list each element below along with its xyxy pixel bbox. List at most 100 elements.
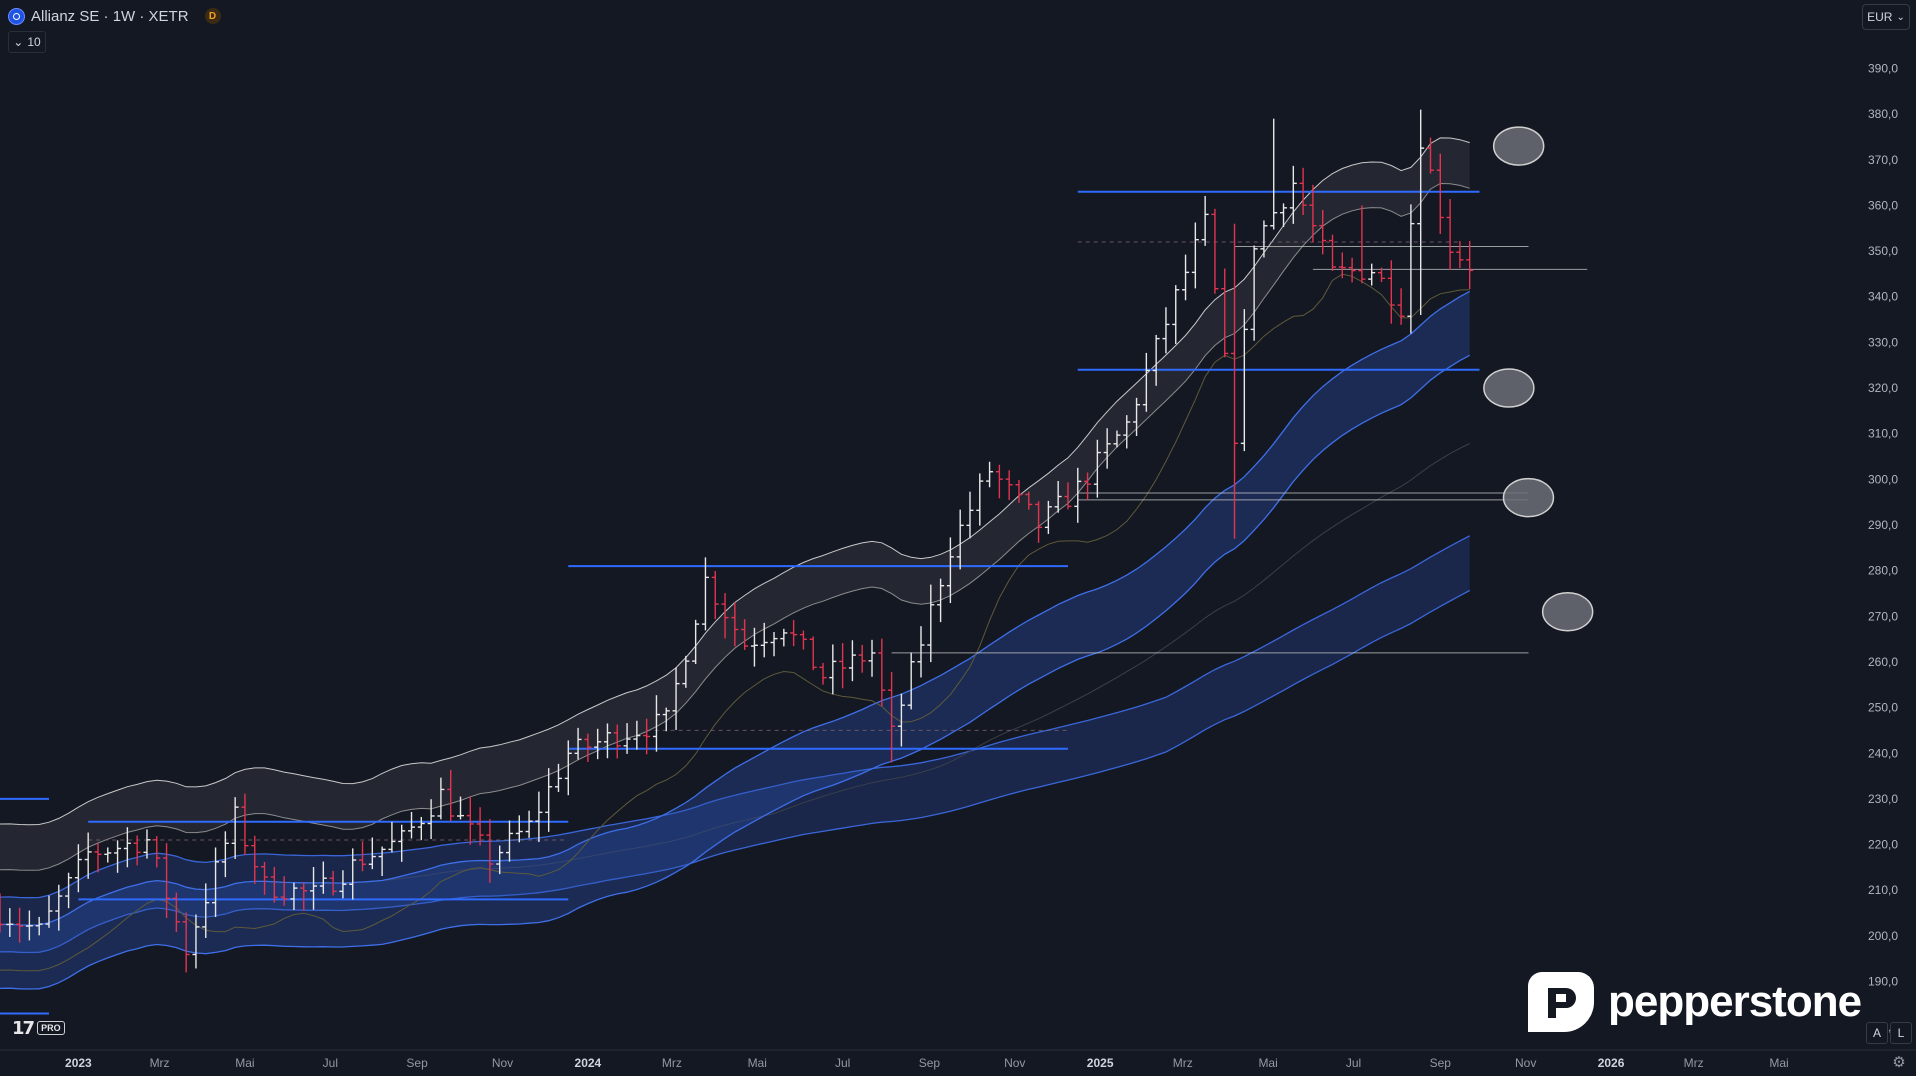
ohlc-bar [1446,199,1454,270]
ohlc-bar [476,807,484,846]
time-axis[interactable]: 2023 Mrz Mai Jul Sep Nov 2024 Mrz Mai Jul Sep Nov 20… [0,1049,1916,1070]
ohlc-bar [1133,397,1141,437]
time-tick-label: Mrz [150,1056,170,1070]
ohlc-bar [437,777,445,820]
ohlc-bar [496,845,504,875]
ohlc-bar [995,464,1003,499]
ohlc-bar [1191,222,1199,289]
ohlc-bar [662,707,670,732]
ohlc-bar [1319,209,1327,255]
ohlc-bar [966,491,974,539]
ohlc-bar [1142,352,1150,412]
ohlc-bar [1123,415,1131,449]
ohlc-bar [839,643,847,689]
target-marker[interactable] [1502,477,1555,518]
ohlc-bar [1162,307,1170,354]
ohlc-bar [574,727,582,760]
target-marker[interactable] [1483,368,1535,408]
ohlc-bar [378,846,386,876]
ohlc-bar [202,883,210,939]
mid-term-band-lower [0,354,1471,990]
ohlc-bar [1044,500,1052,534]
ohlc-bar [192,914,200,969]
indicators-toggle-button[interactable]: ⌄ 10 [8,31,46,53]
ohlc-bar [1378,267,1385,283]
ohlc-bar [1182,254,1190,301]
price-tick-label: 280,0 [1868,564,1898,578]
ohlc-bar [290,882,298,911]
currency-label: EUR [1867,10,1893,24]
ohlc-bar [564,740,572,796]
ohlc-bar [339,870,347,899]
target-marker[interactable] [1541,591,1594,632]
tv-icon: 17 [12,1017,35,1039]
symbol-title[interactable]: Allianz SE · 1W · XETR [31,7,189,25]
ohlc-bar [731,602,739,647]
ohlc-bar [1015,479,1023,503]
ohlc-bar [1260,220,1268,258]
ohlc-bar [466,797,474,845]
ohlc-bar [1240,309,1248,452]
ohlc-bar [907,652,915,710]
price-tick-label: 260,0 [1868,655,1898,669]
ohlc-bar [937,578,945,623]
plot-area[interactable] [0,109,1594,1015]
ohlc-bar [741,619,749,650]
ohlc-bar [1407,204,1415,334]
symbol-header[interactable]: Allianz SE · 1W · XETR D [8,6,221,26]
ohlc-bar [946,537,954,604]
gear-icon[interactable]: ⚙ [1892,1054,1906,1071]
price-tick-label: 380,0 [1868,107,1898,121]
auto-scale-button[interactable]: A [1866,1022,1888,1044]
ohlc-bar [1289,165,1297,224]
ohlc-bar [790,620,798,647]
ohlc-bar [829,644,837,695]
ohlc-bar [1270,118,1278,230]
ohlc-bar [760,622,768,658]
ohlc-bar [84,832,92,879]
ohlc-bar [310,867,318,910]
ohlc-bar [16,907,24,943]
time-tick-label: Mrz [1173,1056,1193,1070]
price-tick-label: 240,0 [1868,746,1898,760]
ohlc-bar [1054,481,1062,513]
ohlc-bar [123,827,131,868]
ohlc-bar [799,630,807,650]
price-tick-label: 300,0 [1868,472,1898,486]
ohlc-bar [1074,467,1082,523]
pepperstone-p-icon [1528,972,1594,1032]
ohlc-bar [770,632,778,657]
ohlc-bar [1466,240,1474,290]
time-tick-label: Nov [492,1056,513,1070]
ohlc-bar [319,861,327,894]
data-delay-badge[interactable]: D [204,8,221,24]
tradingview-logo[interactable]: 17 PRO [12,1017,65,1039]
ohlc-bar [0,893,4,933]
price-tick-label: 360,0 [1868,198,1898,212]
log-scale-button[interactable]: L [1890,1022,1912,1044]
ohlc-bar [633,720,641,750]
ohlc-bar [1201,195,1209,246]
ohlc-bar [447,769,455,822]
ohlc-bar [515,815,523,843]
ohlc-bar [163,843,171,918]
price-tick-label: 370,0 [1868,153,1898,167]
ohlc-bar [114,840,122,873]
ohlc-bar [349,848,357,900]
ohlc-bar [917,626,925,678]
time-tick-label: Mai [748,1056,767,1070]
time-tick-label: Sep [406,1056,428,1070]
long-term-band-fill [0,535,1470,953]
ohlc-bar [986,461,994,488]
ohlc-bar [1397,288,1405,325]
currency-button[interactable]: EUR ⌄ [1862,4,1910,30]
ohlc-bar [143,829,151,859]
target-marker[interactable] [1492,126,1545,166]
ohlc-bar [652,695,660,752]
price-axis[interactable]: 180,0190,0200,0210,0220,0230,0240,0250,0… [1842,0,1916,1050]
ohlc-bar [359,841,367,872]
ohlc-bar [897,693,905,747]
ohlc-bar [74,844,82,893]
ohlc-bar [1103,428,1111,469]
